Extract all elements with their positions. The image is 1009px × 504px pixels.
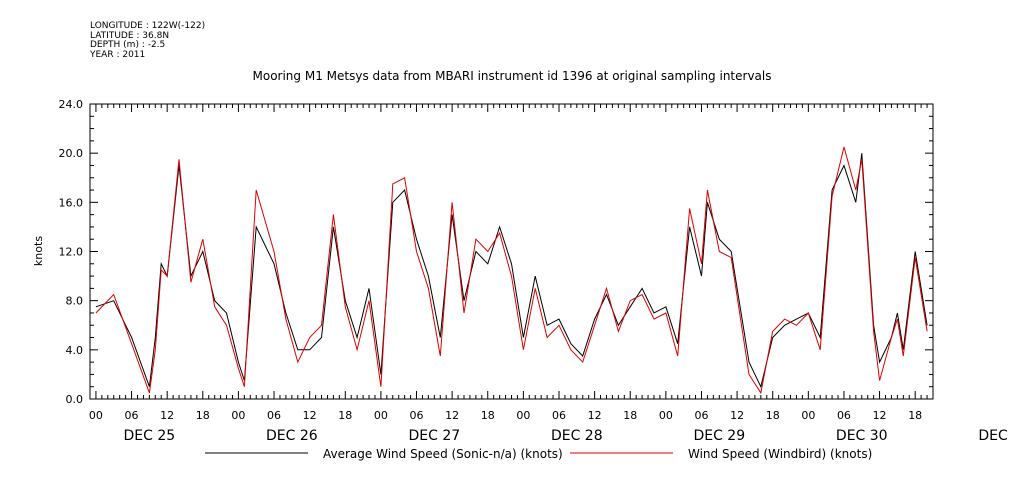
legend-label-average: Average Wind Speed (Sonic-n/a) (knots) bbox=[323, 447, 563, 461]
x-hour-tick-label: 12 bbox=[588, 409, 602, 422]
x-hour-tick-label: 12 bbox=[303, 409, 317, 422]
metadata-block: LONGITUDE : 122W(-122) LATITUDE : 36.8N … bbox=[90, 21, 206, 60]
x-hour-tick-label: 00 bbox=[659, 409, 673, 422]
x-hour-tick-label: 06 bbox=[552, 409, 566, 422]
y-tick-label: 16.0 bbox=[59, 196, 84, 209]
x-hour-tick-label: 00 bbox=[374, 409, 388, 422]
y-tick-label: 12.0 bbox=[59, 246, 84, 259]
x-hour-tick-label: 00 bbox=[89, 409, 103, 422]
year-text: YEAR : 2011 bbox=[90, 49, 146, 60]
y-tick-label: 8.0 bbox=[66, 295, 84, 308]
legend: Average Wind Speed (Sonic-n/a) (knots) W… bbox=[205, 447, 872, 461]
x-hour-tick-label: 18 bbox=[196, 409, 210, 422]
x-hour-tick-label: 00 bbox=[801, 409, 815, 422]
x-hour-tick-label: 00 bbox=[516, 409, 530, 422]
x-day-label: DEC 28 bbox=[551, 428, 603, 444]
x-day-label: DEC 29 bbox=[693, 428, 745, 444]
x-hour-tick-label: 18 bbox=[481, 409, 495, 422]
x-day-label: DEC 31 bbox=[978, 428, 1009, 444]
x-day-label: DEC 25 bbox=[124, 428, 176, 444]
x-hour-tick-label: 12 bbox=[730, 409, 744, 422]
x-hour-tick-label: 00 bbox=[231, 409, 245, 422]
series-line-windbird-wind-speed bbox=[95, 146, 928, 395]
y-tick-label: 20.0 bbox=[59, 147, 84, 160]
y-tick-label: 24.0 bbox=[59, 98, 84, 111]
x-hour-tick-label: 12 bbox=[445, 409, 459, 422]
x-hour-tick-label: 06 bbox=[267, 409, 281, 422]
x-hour-tick-label: 18 bbox=[766, 409, 780, 422]
plot-frame bbox=[89, 103, 934, 400]
x-hour-tick-label: 12 bbox=[160, 409, 174, 422]
longitude-text: LONGITUDE : 122W(-122) bbox=[90, 21, 206, 31]
x-hour-tick-label: 12 bbox=[873, 409, 887, 422]
x-hour-tick-label: 18 bbox=[338, 409, 352, 422]
y-tick-label: 4.0 bbox=[66, 344, 84, 357]
x-hour-tick-label: 06 bbox=[837, 409, 851, 422]
x-hour-tick-label: 06 bbox=[125, 409, 139, 422]
series-line-average-wind-speed bbox=[95, 153, 928, 389]
y-tick-label: 0.0 bbox=[66, 393, 84, 406]
x-hour-tick-label: 18 bbox=[623, 409, 637, 422]
y-axis: 0.0 4.0 8.0 12.0 16.0 20.0 24.0 bbox=[59, 98, 933, 406]
x-hour-tick-label: 18 bbox=[908, 409, 922, 422]
x-day-label: DEC 30 bbox=[836, 428, 888, 444]
x-hour-tick-label: 06 bbox=[410, 409, 424, 422]
latitude-text: LATITUDE : 36.8N bbox=[90, 30, 170, 41]
x-hour-tick-label: 06 bbox=[694, 409, 708, 422]
y-axis-label: knots bbox=[32, 236, 45, 266]
legend-label-windbird: Wind Speed (Windbird) (knots) bbox=[688, 447, 872, 461]
chart-title: Mooring M1 Metsys data from MBARI instru… bbox=[253, 69, 772, 83]
series-group bbox=[95, 146, 928, 395]
x-day-label: DEC 26 bbox=[266, 428, 318, 444]
depth-text: DEPTH (m) : -2.5 bbox=[90, 40, 166, 50]
x-axis: 00 06 12 18 DEC 25 00 06 12 18 DEC 26 00 06 12 18 DEC … bbox=[89, 104, 1009, 444]
x-day-label: DEC 27 bbox=[408, 428, 460, 444]
